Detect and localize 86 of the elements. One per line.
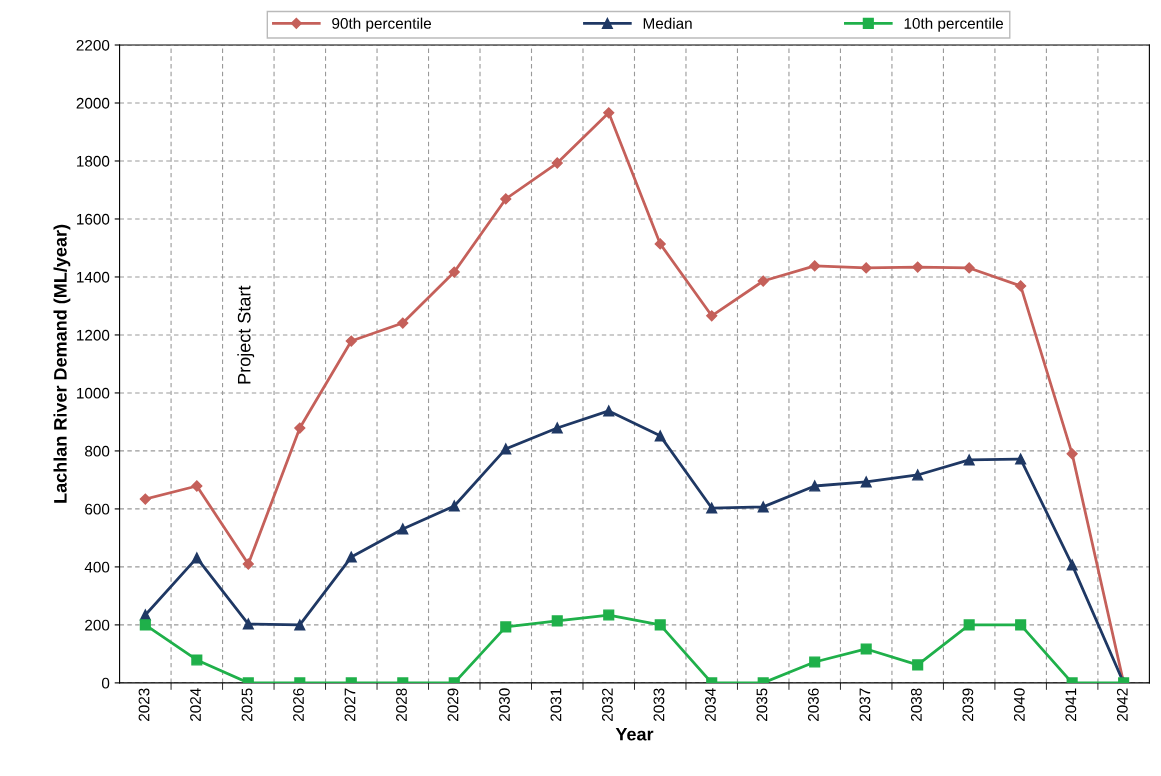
point — [603, 609, 615, 621]
x-tick-label: 2031 — [550, 688, 562, 721]
x-tick-label: 2027 — [344, 688, 356, 721]
point — [860, 643, 872, 655]
point — [500, 621, 512, 633]
x-tick-label: 2041 — [1065, 688, 1077, 721]
y-tick-label: 800 — [85, 445, 110, 457]
point — [345, 551, 357, 563]
x-tick-label: 2029 — [447, 688, 459, 721]
point — [294, 422, 306, 434]
x-tick-label: 2042 — [1116, 688, 1128, 721]
point — [912, 469, 924, 481]
point — [912, 659, 924, 671]
x-tick-label: 2035 — [756, 688, 768, 721]
x-tick-label: 2025 — [241, 688, 253, 721]
x-tick-label: 2040 — [1013, 688, 1025, 721]
point — [551, 615, 563, 627]
point — [603, 107, 615, 119]
point — [809, 480, 821, 492]
y-tick-label: 1000 — [77, 387, 110, 399]
y-axis-title: Lachlan River Demand (ML/year) — [53, 224, 71, 503]
point — [757, 275, 769, 287]
x-tick-label: 2038 — [910, 688, 922, 721]
point — [139, 619, 151, 631]
point — [500, 193, 512, 205]
point — [397, 523, 409, 535]
point — [191, 654, 203, 666]
point — [1015, 619, 1027, 631]
point — [191, 552, 203, 564]
y-tick-label: 2200 — [76, 39, 110, 51]
point — [654, 430, 666, 442]
x-tick-label: 2033 — [653, 688, 665, 721]
point — [963, 619, 975, 631]
point — [1066, 448, 1078, 460]
legend-label: 90th percentile — [332, 17, 432, 32]
x-axis-title: Year — [615, 727, 654, 741]
legend-label: Median — [643, 17, 692, 29]
point — [294, 619, 306, 631]
point — [1015, 453, 1027, 465]
y-tick-label: 1800 — [77, 155, 110, 167]
point — [706, 502, 718, 514]
x-tick-label: 2037 — [859, 688, 871, 721]
x-tick-label: 2026 — [293, 688, 304, 721]
point — [963, 454, 975, 466]
point — [757, 501, 769, 513]
x-tick-label: 2028 — [396, 688, 407, 721]
point — [448, 266, 460, 278]
point — [1015, 280, 1027, 292]
y-tick-label: 1600 — [77, 213, 110, 225]
y-tick-label: 400 — [84, 561, 110, 573]
point — [242, 618, 254, 630]
point — [963, 262, 975, 274]
x-tick-label: 2030 — [499, 688, 510, 721]
x-tick-label: 2036 — [807, 688, 819, 721]
x-tick-label: 2032 — [602, 688, 613, 721]
x-tick-label: 2034 — [705, 688, 716, 721]
point — [809, 260, 821, 272]
point — [551, 422, 563, 434]
x-tick-label: 2023 — [138, 688, 150, 721]
point — [139, 493, 151, 505]
x-tick-label: 2039 — [962, 688, 974, 721]
point — [654, 619, 666, 631]
y-tick-label: 1200 — [77, 329, 110, 341]
point — [912, 261, 924, 273]
annotation: Project Start — [237, 285, 255, 384]
y-tick-label: 600 — [85, 503, 110, 515]
point — [809, 656, 821, 668]
point — [1066, 559, 1078, 571]
point — [448, 500, 460, 512]
point — [191, 480, 203, 492]
y-tick-label: 2000 — [76, 97, 110, 109]
legend-label: 10th percentile — [904, 17, 1004, 32]
point — [860, 262, 872, 274]
y-tick-label: 0 — [101, 677, 110, 689]
point — [551, 157, 563, 169]
point — [654, 238, 666, 250]
point — [345, 335, 357, 347]
point — [397, 317, 409, 329]
point — [860, 476, 872, 488]
y-tick-label: 200 — [85, 619, 110, 631]
point — [500, 443, 512, 455]
point — [603, 405, 615, 417]
point — [706, 310, 718, 322]
point — [242, 558, 254, 570]
y-tick-label: 1400 — [77, 271, 110, 283]
x-tick-label: 2024 — [190, 688, 201, 721]
